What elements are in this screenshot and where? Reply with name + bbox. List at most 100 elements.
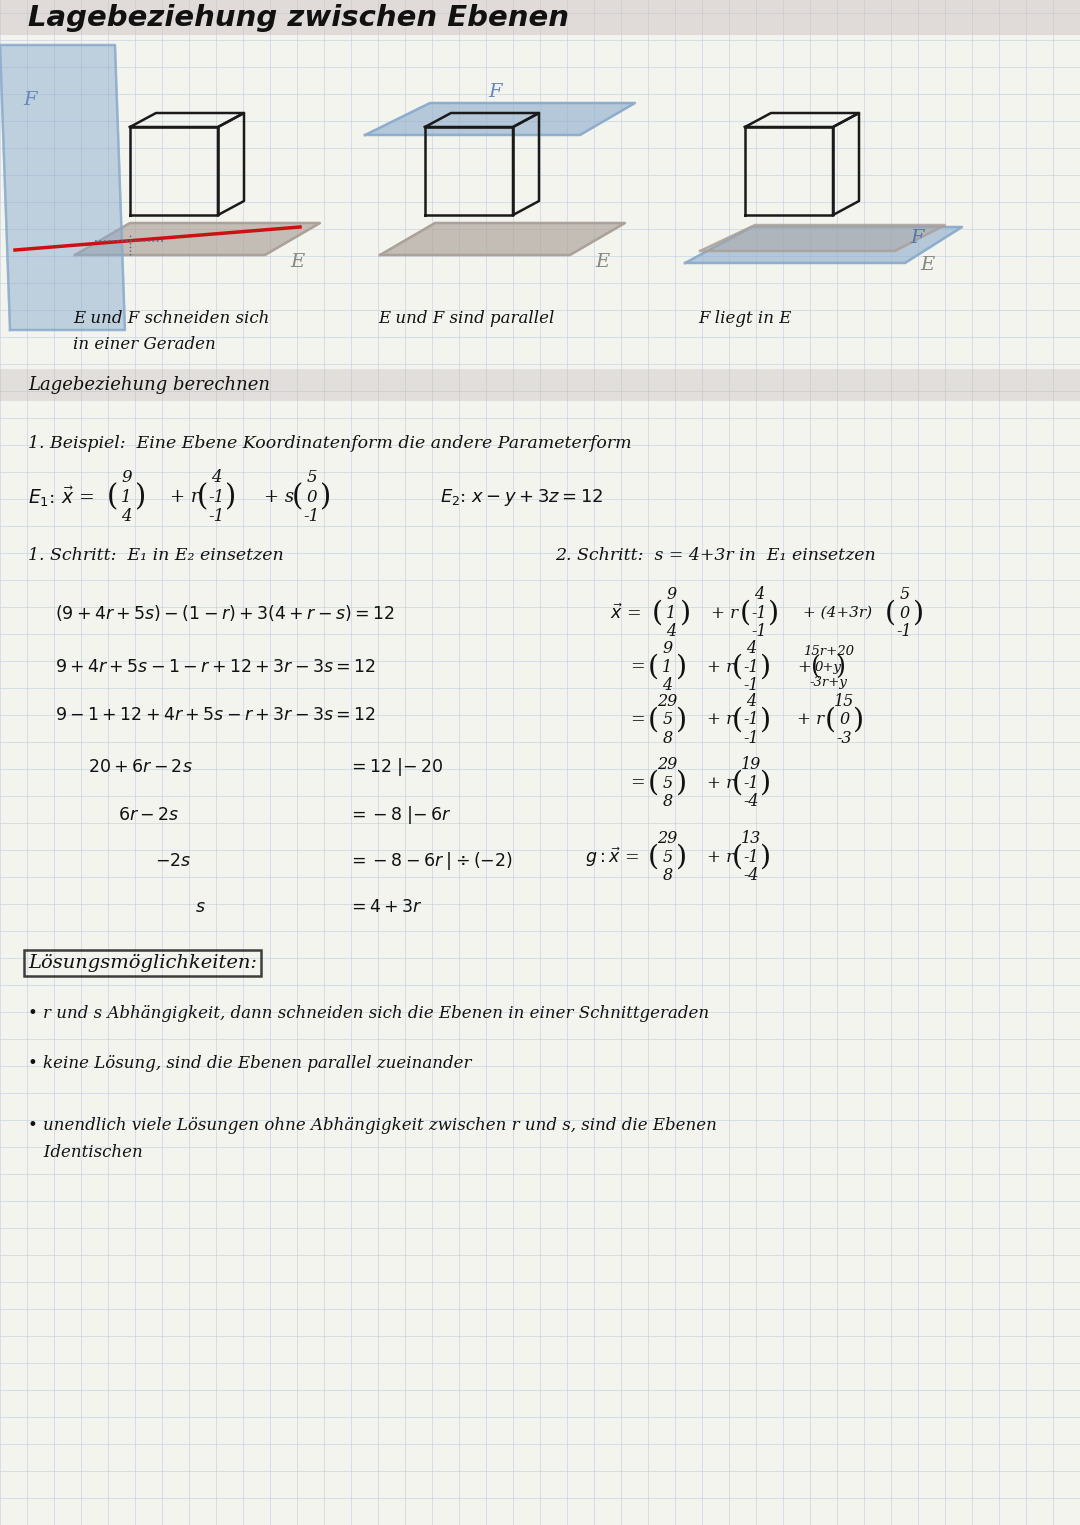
Text: (: ( [811,654,821,680]
Text: (: ( [732,706,743,734]
Text: 13: 13 [741,830,761,846]
Text: (: ( [648,770,659,796]
Text: -3r+y: -3r+y [809,676,847,689]
Text: (: ( [732,770,743,796]
Text: $E_1$: $\vec{x}$ =: $E_1$: $\vec{x}$ = [28,485,94,509]
Text: 29: 29 [658,756,677,773]
Text: $(9+4r+5s)-(1-r) + 3(4+\mathit{r}-s) = 12$: $(9+4r+5s)-(1-r) + 3(4+\mathit{r}-s) = 1… [55,602,394,624]
Text: -3: -3 [837,730,852,747]
Text: 1: 1 [662,659,673,676]
Text: 4: 4 [666,622,676,640]
Text: ): ) [913,599,923,627]
Text: Lagebeziehung zwischen Ebenen: Lagebeziehung zwischen Ebenen [28,5,569,32]
Text: + r: + r [707,848,734,866]
Text: 8: 8 [662,730,673,747]
Text: +: + [797,659,811,676]
Text: + r: + r [170,488,200,506]
Bar [0,369,1080,401]
Text: • keine Lösung, sind die Ebenen parallel zueinander: • keine Lösung, sind die Ebenen parallel… [28,1054,472,1072]
Text: -1: -1 [743,730,759,747]
Text: 4: 4 [662,677,673,694]
Text: $= 12 \;|\!-20$: $= 12 \;|\!-20$ [348,756,444,778]
Text: 4: 4 [121,508,132,525]
Text: ): ) [676,843,687,871]
Text: -1: -1 [743,848,759,866]
Text: (: ( [292,483,303,511]
Text: $-2s$: $-2s$ [156,852,191,869]
Text: (: ( [885,599,896,627]
Polygon shape [365,104,635,136]
Text: ): ) [320,483,332,511]
Text: 15r+20: 15r+20 [802,645,853,659]
Text: E und F sind parallel: E und F sind parallel [378,310,554,326]
Text: -1: -1 [208,508,225,525]
Text: 0: 0 [900,604,909,622]
Text: $6r - 2s$: $6r - 2s$ [118,807,179,824]
Text: -4: -4 [743,793,759,810]
Text: F: F [488,82,501,101]
Bar [0,0,1080,35]
Text: 29: 29 [658,830,677,846]
Text: $\vec{x}$ =: $\vec{x}$ = [610,604,642,622]
Text: =: = [630,775,645,791]
Text: 5: 5 [900,586,909,602]
Text: -1: -1 [303,508,320,525]
Text: 9: 9 [666,586,676,602]
Text: 1. Schritt:  E₁ in E₂ einsetzen: 1. Schritt: E₁ in E₂ einsetzen [28,546,284,564]
Text: $9 - 1 + 12 + 4r + 5s - r + 3r - 3s   = 12$: $9 - 1 + 12 + 4r + 5s - r + 3r - 3s = 12… [55,706,376,723]
Text: + r: + r [711,604,738,622]
Text: -1: -1 [752,622,767,640]
Text: F: F [910,229,923,247]
Text: 5: 5 [662,775,673,791]
Text: 8: 8 [662,866,673,884]
Text: 4: 4 [746,640,756,657]
Text: ): ) [676,706,687,734]
Text: =: = [630,712,645,729]
Text: 4: 4 [746,692,756,711]
Text: + r: + r [707,775,734,791]
Polygon shape [700,226,945,252]
Polygon shape [380,223,625,255]
Text: $= -8-6r \;|\div(-2)$: $= -8-6r \;|\div(-2)$ [348,849,513,872]
Text: E: E [920,256,934,274]
Text: 0+y: 0+y [814,660,841,674]
Text: -1: -1 [208,488,225,505]
Text: $= -8 \;|\!-6r$: $= -8 \;|\!-6r$ [348,804,451,827]
Text: (: ( [825,706,836,734]
Text: F liegt in E: F liegt in E [698,310,792,326]
Text: -4: -4 [743,866,759,884]
Text: 15: 15 [834,692,854,711]
Text: Lösungsmöglichkeiten:: Lösungsmöglichkeiten: [28,955,257,971]
Polygon shape [0,46,125,329]
Text: =: = [630,659,645,676]
Text: • unendlich viele Lösungen ohne Abhängigkeit zwischen r und s, sind die Ebenen
 : • unendlich viele Lösungen ohne Abhängig… [28,1116,717,1162]
Text: (: ( [740,599,751,627]
Text: ): ) [836,654,846,680]
Text: (: ( [648,654,659,680]
Text: 1. Beispiel:  Eine Ebene Koordinatenform die andere Parameterform: 1. Beispiel: Eine Ebene Koordinatenform … [28,435,632,451]
Text: ): ) [759,654,771,680]
Text: $s$: $s$ [195,898,205,915]
Text: 9: 9 [662,640,673,657]
Text: + r: + r [797,712,824,729]
Text: -1: -1 [743,775,759,791]
Text: (: ( [732,843,743,871]
Text: E: E [291,253,305,271]
Text: -1: -1 [743,712,759,729]
Text: F: F [23,92,37,108]
Text: ): ) [759,706,771,734]
Text: 5: 5 [662,712,673,729]
Text: ): ) [226,483,237,511]
Text: -1: -1 [752,604,767,622]
Text: $g: \vec{x}$ =: $g: \vec{x}$ = [585,845,639,869]
Polygon shape [685,227,962,262]
Text: ): ) [679,599,691,627]
Text: $E_2$: $x - y + 3z = 12$: $E_2$: $x - y + 3z = 12$ [440,486,604,508]
Text: + s: + s [264,488,294,506]
Text: -1: -1 [896,622,913,640]
Text: 8: 8 [662,793,673,810]
Text: (: ( [652,599,663,627]
Text: 29: 29 [658,692,677,711]
Text: ): ) [676,770,687,796]
Text: 1: 1 [121,488,132,505]
